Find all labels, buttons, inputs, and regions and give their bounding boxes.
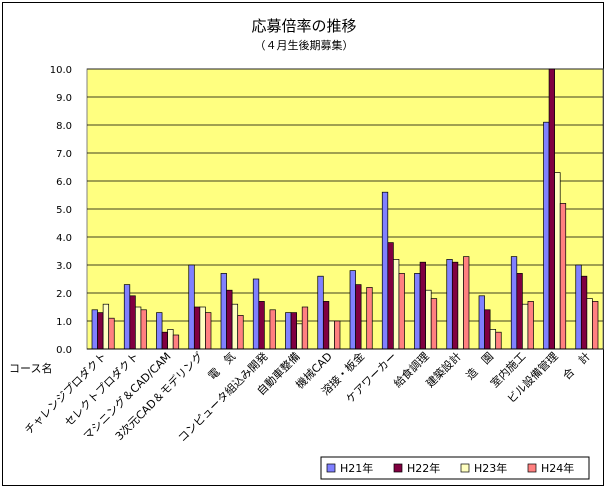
bar bbox=[559, 203, 567, 350]
bar bbox=[205, 312, 212, 350]
legend: H21年 H22年 H23年 H24年 bbox=[320, 456, 590, 480]
legend-label: H24年 bbox=[541, 461, 574, 475]
bar bbox=[108, 317, 115, 350]
bar bbox=[296, 323, 303, 350]
bar bbox=[231, 303, 239, 350]
bar bbox=[258, 301, 265, 350]
x-axis-label: コース名 bbox=[9, 361, 52, 375]
bar bbox=[91, 309, 98, 350]
bar bbox=[575, 264, 582, 350]
bar bbox=[457, 264, 464, 350]
bar bbox=[172, 334, 180, 350]
chart-frame: 応募倍率の推移 （４月生後期募集） 0.0 1.0 2.0 3.0 4.0 5.0 6.0 7… bbox=[2, 2, 604, 486]
bar bbox=[220, 273, 227, 350]
bar bbox=[516, 273, 523, 350]
bar bbox=[381, 191, 389, 350]
bar bbox=[366, 287, 373, 350]
bar bbox=[387, 242, 394, 350]
chart-subtitle: （４月生後期募集） bbox=[255, 38, 354, 52]
bar bbox=[586, 298, 593, 350]
bar bbox=[349, 270, 356, 350]
bar bbox=[419, 261, 426, 350]
legend-swatch bbox=[326, 463, 336, 473]
bar bbox=[554, 172, 561, 350]
legend-label: H22年 bbox=[407, 461, 440, 475]
y-tick-label: 6.0 bbox=[56, 177, 72, 188]
x-tick-label: 建築設計 bbox=[423, 349, 464, 390]
bar bbox=[285, 312, 292, 350]
bar bbox=[322, 301, 330, 350]
plot-area: 0.01.02.03.04.05.06.07.08.09.010.0チャレンジプ… bbox=[22, 65, 604, 445]
legend-swatch bbox=[527, 463, 537, 473]
bar bbox=[425, 289, 432, 350]
bar bbox=[252, 278, 260, 350]
bar bbox=[102, 303, 110, 350]
legend-label: H21年 bbox=[340, 461, 373, 475]
bar bbox=[592, 301, 599, 350]
y-tick-label: 1.0 bbox=[56, 317, 72, 328]
bar bbox=[269, 309, 276, 350]
bar bbox=[446, 259, 453, 350]
chart: 応募倍率の推移 （４月生後期募集） 0.0 1.0 2.0 3.0 4.0 5.0 6.0 7… bbox=[9, 17, 604, 480]
bar bbox=[548, 68, 555, 350]
bar bbox=[97, 312, 104, 350]
bar bbox=[495, 331, 502, 350]
bar bbox=[463, 256, 470, 350]
bar bbox=[334, 320, 341, 350]
y-tick-label: 4.0 bbox=[56, 233, 72, 244]
bar bbox=[123, 284, 131, 350]
bar bbox=[188, 264, 195, 350]
bar bbox=[129, 295, 136, 350]
bar bbox=[393, 259, 400, 350]
bar bbox=[301, 306, 309, 350]
bar bbox=[140, 309, 147, 350]
bar bbox=[430, 298, 438, 350]
y-tick-label: 2.0 bbox=[56, 289, 72, 300]
bar bbox=[237, 315, 244, 350]
legend-swatch bbox=[460, 463, 470, 473]
bar bbox=[543, 121, 550, 350]
y-tick-label: 3.0 bbox=[56, 261, 72, 272]
bar bbox=[510, 256, 518, 350]
bar bbox=[193, 306, 201, 350]
bar bbox=[398, 273, 405, 350]
bar bbox=[451, 261, 459, 350]
bar bbox=[167, 329, 174, 350]
bar bbox=[161, 331, 168, 350]
bar bbox=[489, 329, 497, 350]
y-tick-label: 7.0 bbox=[56, 149, 72, 160]
bar bbox=[478, 295, 485, 350]
legend-box bbox=[320, 456, 590, 480]
bar bbox=[226, 289, 233, 350]
bar bbox=[328, 320, 335, 350]
legend-swatch bbox=[393, 463, 403, 473]
legend-label: H23年 bbox=[474, 461, 507, 475]
x-tick-label: 合 計 bbox=[560, 349, 593, 382]
bar bbox=[484, 309, 491, 350]
bar bbox=[414, 273, 421, 350]
bar bbox=[522, 303, 529, 350]
bar bbox=[290, 312, 297, 350]
bar bbox=[135, 306, 142, 350]
bar bbox=[199, 306, 206, 350]
bar bbox=[355, 284, 362, 350]
bar bbox=[527, 301, 534, 350]
bar bbox=[156, 312, 163, 350]
bar bbox=[317, 275, 324, 350]
chart-title: 応募倍率の推移 bbox=[251, 17, 356, 35]
y-tick-label: 0.0 bbox=[56, 345, 72, 356]
y-tick-label: 10.0 bbox=[50, 65, 72, 76]
y-tick-label: 5.0 bbox=[56, 205, 72, 216]
y-tick-label: 8.0 bbox=[56, 121, 72, 132]
bar bbox=[580, 275, 588, 350]
y-tick-label: 9.0 bbox=[56, 93, 72, 104]
